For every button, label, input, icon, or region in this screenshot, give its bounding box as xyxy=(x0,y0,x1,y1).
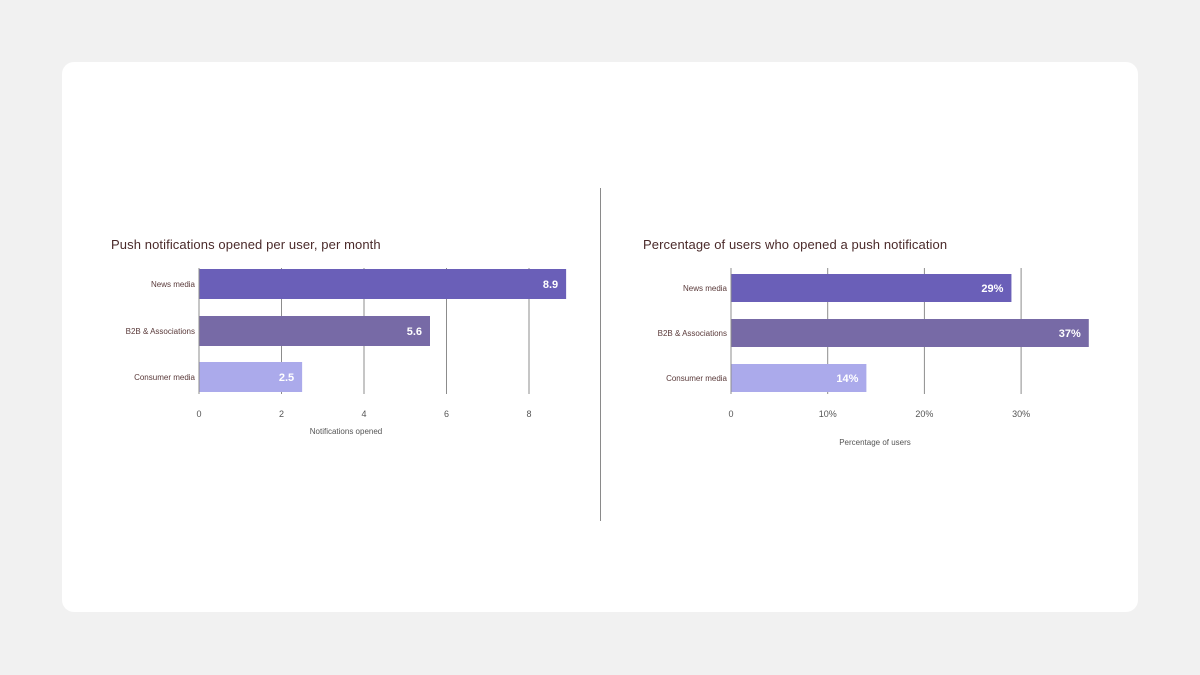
bar-news-media xyxy=(731,274,1012,302)
data-label-news-media: 29% xyxy=(981,283,1003,295)
category-label-consumer-media: Consumer media xyxy=(134,373,195,382)
chart-title-notifications: Push notifications opened per user, per … xyxy=(111,237,381,252)
tick-label: 20% xyxy=(915,409,933,419)
tick-label: 30% xyxy=(1012,409,1030,419)
bar-news-media xyxy=(199,269,567,299)
tick-label: 8 xyxy=(526,409,531,419)
tick-label: 0 xyxy=(728,409,733,419)
data-label-news-media: 8.9 xyxy=(543,279,558,291)
chart-divider xyxy=(600,188,601,521)
tick-label: 4 xyxy=(361,409,366,419)
data-label-b2b-associations: 37% xyxy=(1059,328,1081,340)
tick-label: 6 xyxy=(444,409,449,419)
data-label-b2b-associations: 5.6 xyxy=(407,326,422,338)
x-axis-title: Percentage of users xyxy=(839,438,911,447)
bar-b2b-associations xyxy=(731,319,1089,347)
x-axis-title: Notifications opened xyxy=(310,427,383,436)
tick-label: 10% xyxy=(819,409,837,419)
bar-b2b-associations xyxy=(199,316,430,346)
bar-consumer-media xyxy=(199,362,303,392)
data-label-consumer-media: 14% xyxy=(836,373,858,385)
category-label-news-media: News media xyxy=(683,284,728,293)
tick-label: 2 xyxy=(279,409,284,419)
category-label-news-media: News media xyxy=(151,280,196,289)
data-label-consumer-media: 2.5 xyxy=(279,372,294,384)
tick-label: 0 xyxy=(196,409,201,419)
category-label-consumer-media: Consumer media xyxy=(666,374,727,383)
category-label-b2b-associations: B2B & Associations xyxy=(126,327,195,336)
chart-title-percentage-users: Percentage of users who opened a push no… xyxy=(643,237,948,252)
bar-consumer-media xyxy=(731,364,867,392)
category-label-b2b-associations: B2B & Associations xyxy=(658,329,727,338)
